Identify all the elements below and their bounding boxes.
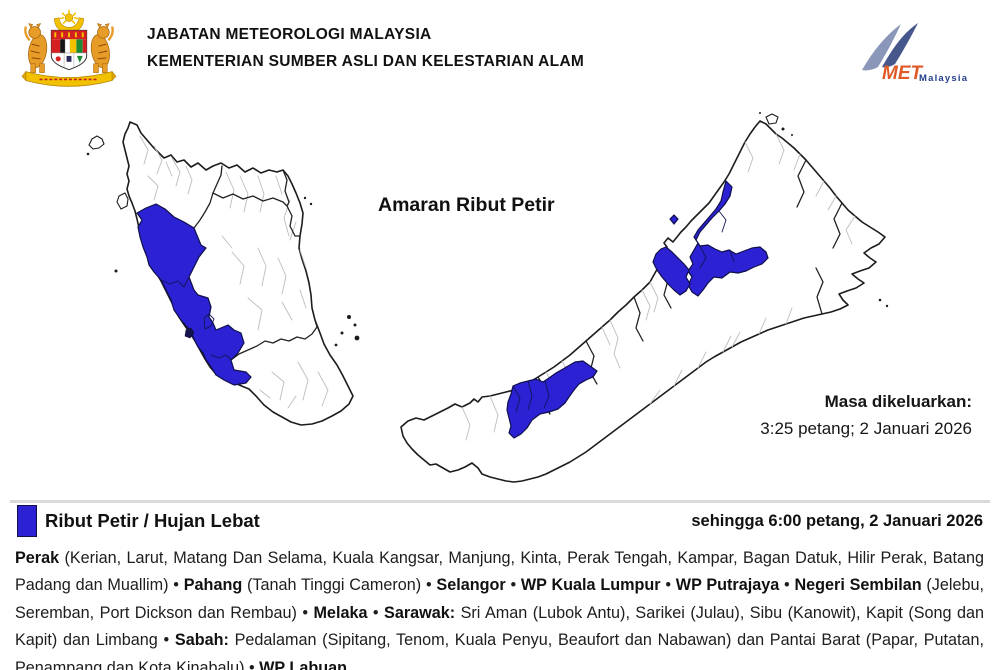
- peninsular-malaysia-map: [86, 121, 360, 426]
- affected-area-segment: WP Kuala Lumpur: [520, 576, 661, 595]
- affected-area-segment: WP Putrajaya: [675, 576, 780, 595]
- peninsular-district-lines: [139, 135, 329, 409]
- affected-area-segment: •: [779, 576, 795, 595]
- issued-block: Masa dikeluarkan: 3:25 petang; 2 Januari…: [760, 388, 972, 442]
- agency-line1: JABATAN METEOROLOGI MALAYSIA: [147, 26, 432, 43]
- borneo-islands: [759, 112, 889, 308]
- map-title: Amaran Ribut Petir: [378, 194, 555, 216]
- affected-area-segment: Sarawak:: [384, 603, 456, 622]
- affected-area-segment: Pedalaman (Sipitang, Tenom, Kuala Penyu,…: [15, 631, 985, 670]
- warning-area-sarawak: [506, 360, 598, 439]
- malaysia-coat-of-arms-icon: [21, 9, 117, 87]
- legend-valid-until: sehingga 6:00 petang, 2 Januari 2026: [691, 512, 983, 530]
- peninsular-islands: [86, 135, 360, 347]
- warning-area-peninsular: [136, 203, 252, 386]
- warning-area-borneo-internal-borders: [512, 210, 735, 413]
- met-swoosh-m-icon: [862, 23, 918, 71]
- affected-area-segment: •: [660, 576, 676, 595]
- affected-area-segment: Perak: [15, 549, 60, 567]
- affected-area-segment: Selangor: [436, 576, 506, 595]
- legend-divider: [10, 500, 990, 503]
- affected-area-segment: •: [505, 576, 521, 595]
- legend-swatch: [17, 505, 37, 537]
- met-logo-malaysia-text: Malaysia: [919, 73, 968, 84]
- langkawi-island: [88, 135, 105, 150]
- met-malaysia-logo: MET Malaysia: [862, 23, 968, 84]
- affected-area-segment: (Kerian, Larut, Matang Dan Selama, Kuala…: [15, 549, 984, 595]
- affected-areas-paragraph: Perak (Kerian, Larut, Matang Dan Selama,…: [15, 545, 984, 670]
- affected-area-segment: Sri Aman (Lubok Antu), Sarikei (Julau), …: [15, 603, 984, 650]
- warning-area-sabah: [687, 180, 769, 297]
- peninsular-state-borders: [193, 165, 318, 361]
- legend-label: Ribut Petir / Hujan Lebat: [45, 510, 260, 531]
- tiger-right-icon: [90, 23, 114, 73]
- banggi-island: [765, 113, 779, 125]
- met-logo-text: MET: [882, 63, 924, 84]
- affected-area-segment: Negeri Sembilan: [794, 576, 922, 595]
- affected-area-segment: •: [367, 603, 385, 622]
- east-malaysia-map: [400, 112, 889, 483]
- shield-icon: [50, 29, 88, 71]
- klang-island: [184, 327, 195, 339]
- agency-title: JABATAN METEOROLOGI MALAYSIA KEMENTERIAN…: [147, 21, 584, 75]
- affected-area-segment: Sabah:: [174, 631, 229, 650]
- agency-line2: KEMENTERIAN SUMBER ASLI DAN KELESTARIAN …: [147, 53, 585, 70]
- warning-area-limbang: [652, 246, 691, 296]
- affected-area-segment: WP Labuan: [259, 658, 347, 670]
- affected-area-segment: Pahang: [183, 576, 243, 595]
- issued-label: Masa dikeluarkan:: [824, 392, 972, 411]
- labuan-island: [669, 214, 679, 225]
- warning-area-internal-borders: [160, 276, 232, 361]
- affected-area-segment: (Jelebu, Seremban, Port Dickson dan Remb…: [15, 576, 984, 622]
- penang-island: [116, 192, 129, 210]
- affected-area-segment: (Tanah Tinggi Cameron) •: [242, 576, 437, 595]
- affected-area-segment: Melaka: [313, 603, 368, 622]
- tiger-left-icon: [24, 23, 48, 73]
- issued-time: 3:25 petang; 2 Januari 2026: [760, 419, 972, 438]
- crescent-star-icon: [53, 9, 85, 34]
- banner-scroll-icon: [21, 70, 117, 87]
